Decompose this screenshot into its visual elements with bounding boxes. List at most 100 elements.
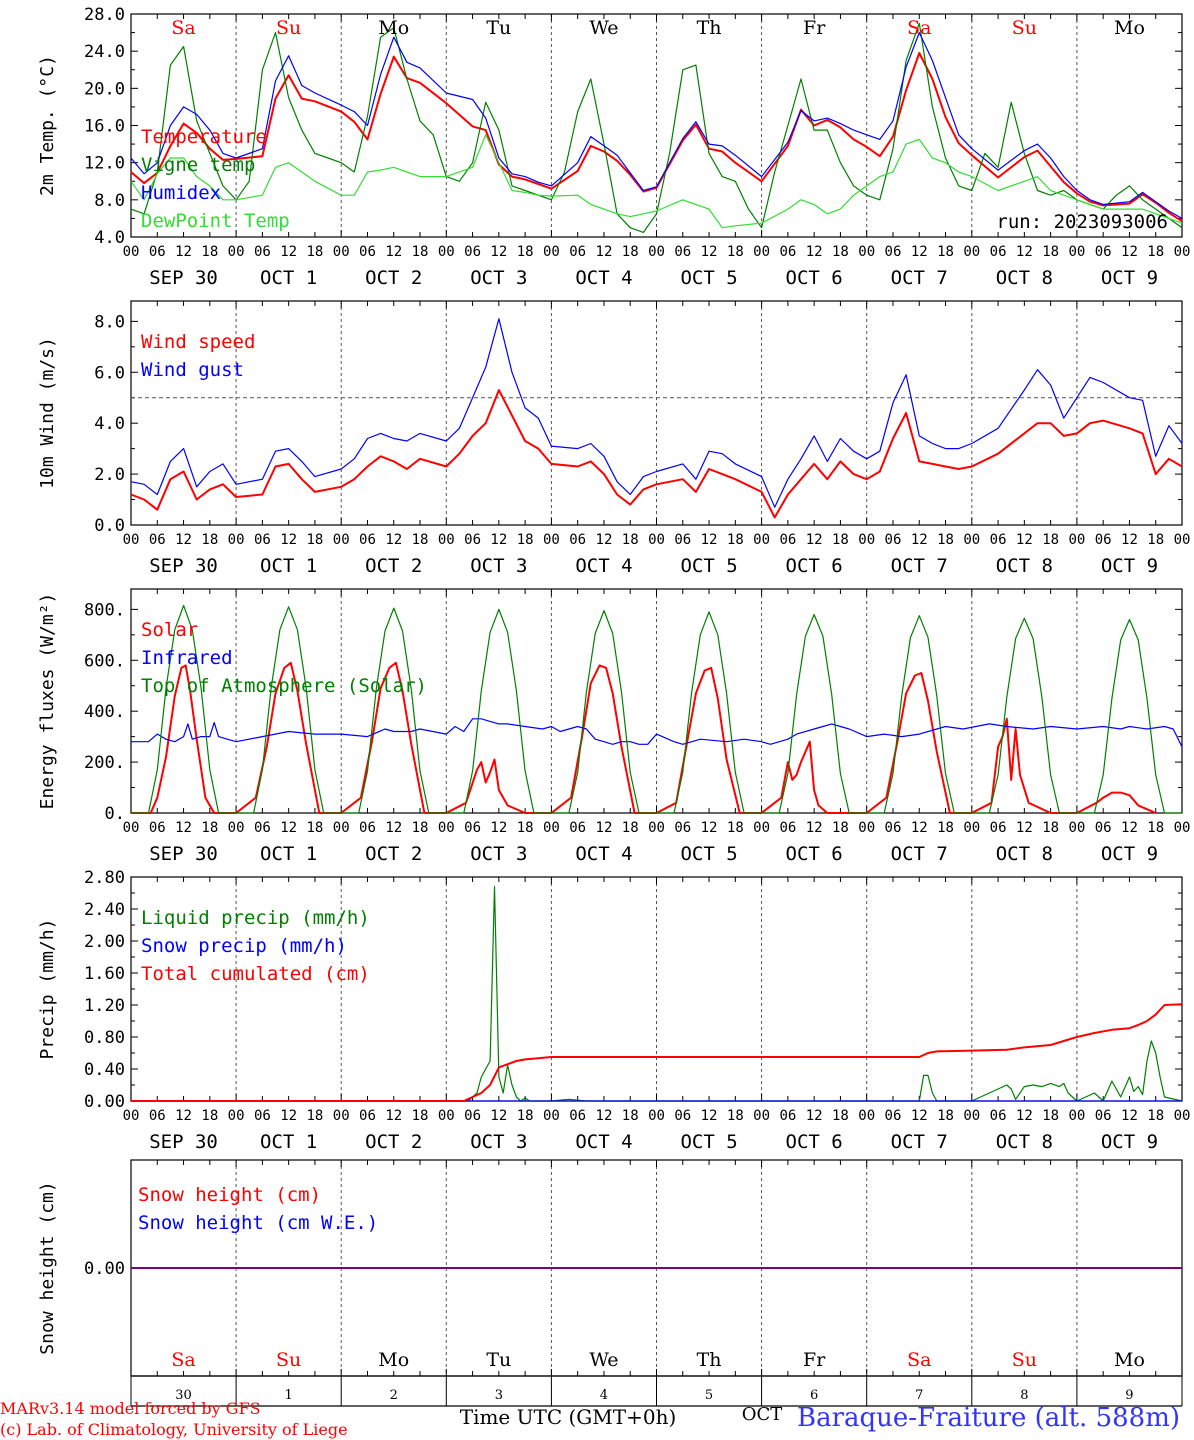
y-tick-label: 1.20 (84, 996, 125, 1016)
hour-label: 18 (306, 1108, 323, 1124)
hour-label: 00 (963, 532, 980, 548)
run-label: run: 2023093006 (996, 211, 1168, 233)
date-label: OCT 4 (575, 555, 632, 577)
hour-label: 00 (543, 532, 560, 548)
hour-label: 06 (569, 820, 586, 836)
date-label: SEP 30 (149, 843, 218, 865)
hour-label: 18 (622, 532, 639, 548)
hour-label: 06 (254, 532, 271, 548)
hour-label: 06 (359, 244, 376, 260)
hour-label: 18 (517, 532, 534, 548)
hour-label: 12 (175, 1108, 192, 1124)
hour-label: 12 (280, 244, 297, 260)
panel-frame-wind (130, 300, 1183, 526)
hour-label: 00 (648, 820, 665, 836)
hour-label: 12 (175, 244, 192, 260)
hour-label: 12 (1121, 532, 1138, 548)
hour-label: 12 (280, 532, 297, 548)
hour-label: 00 (963, 244, 980, 260)
date-label: OCT 3 (470, 843, 527, 865)
hour-label: 00 (858, 244, 875, 260)
hour-label: 12 (701, 244, 718, 260)
hour-label: 06 (359, 820, 376, 836)
weekday-label-bottom: Fr (803, 1349, 826, 1371)
weekday-label: Su (1012, 17, 1037, 39)
hour-label: 06 (1095, 1108, 1112, 1124)
hour-label: 18 (622, 820, 639, 836)
hour-label: 06 (464, 532, 481, 548)
hour-label: 00 (543, 244, 560, 260)
hour-label: 18 (832, 820, 849, 836)
hour-label: 12 (1016, 532, 1033, 548)
hour-label: 00 (228, 820, 245, 836)
hour-label: 12 (385, 244, 402, 260)
hour-label: 06 (990, 820, 1007, 836)
hour-label: 12 (806, 532, 823, 548)
weekday-label-bottom: Su (276, 1349, 301, 1371)
series-line-total-cumulated-cm- (131, 1003, 1183, 1102)
weekday-label-bottom: Sa (171, 1349, 195, 1371)
hour-label: 00 (858, 1108, 875, 1124)
hour-label: 18 (622, 244, 639, 260)
weekday-label: Sa (907, 17, 931, 39)
hour-label: 00 (1174, 244, 1191, 260)
hour-label: 00 (123, 1108, 140, 1124)
hour-label: 06 (1095, 244, 1112, 260)
hour-label: 18 (727, 1108, 744, 1124)
date-label: OCT 1 (260, 1131, 317, 1153)
hour-label: 06 (885, 820, 902, 836)
hour-label: 18 (727, 244, 744, 260)
hour-label: 18 (937, 820, 954, 836)
hour-label: 18 (201, 244, 218, 260)
date-label: OCT 7 (891, 1131, 948, 1153)
y-tick-label: 600. (84, 651, 125, 671)
hour-label: 12 (175, 532, 192, 548)
date-label: OCT 5 (680, 843, 737, 865)
y-tick-label: 0.00 (84, 1259, 125, 1279)
legend-entry: Top of Atmosphere (Solar) (141, 675, 427, 697)
date-label: OCT 4 (575, 1131, 632, 1153)
y-axis-label-temperature: 2m Temp. (°C) (37, 55, 58, 196)
hour-label: 12 (911, 244, 928, 260)
y-axis-label-energy: Energy fluxes (W/m²) (37, 593, 58, 810)
hour-label: 00 (333, 244, 350, 260)
hour-label: 12 (701, 820, 718, 836)
hour-label: 06 (779, 532, 796, 548)
legend-entry: Liquid precip (mm/h) (141, 907, 370, 929)
y-tick-label: 400. (84, 702, 125, 722)
date-label: OCT 9 (1101, 1131, 1158, 1153)
y-tick-label: 20.0 (84, 79, 125, 99)
legend-entry: Infrared (141, 647, 233, 669)
hour-label: 12 (1016, 244, 1033, 260)
x-axis-label: Time UTC (GMT+0h) (460, 1405, 677, 1429)
series-line-dewpoint-temp (130, 134, 1183, 229)
hour-label: 18 (306, 244, 323, 260)
hour-label: 12 (911, 1108, 928, 1124)
y-tick-label: 2.00 (84, 932, 125, 952)
hour-label: 18 (832, 532, 849, 548)
y-tick-label: 800. (84, 600, 125, 620)
day-number: 4 (600, 1388, 608, 1403)
hour-label: 12 (490, 820, 507, 836)
date-label: OCT 7 (891, 555, 948, 577)
hour-label: 00 (1174, 820, 1191, 836)
date-label: OCT 4 (575, 843, 632, 865)
weekday-label-bottom: Mo (1114, 1349, 1145, 1371)
y-tick-label: 0.80 (84, 1028, 125, 1048)
hour-label: 06 (779, 244, 796, 260)
hour-label: 06 (464, 820, 481, 836)
hour-label: 00 (123, 820, 140, 836)
weekday-label: Tu (486, 17, 511, 39)
hour-label: 18 (1042, 244, 1059, 260)
weekday-label-bottom: Th (697, 1349, 722, 1371)
hour-label: 18 (412, 820, 429, 836)
hour-label: 12 (490, 1108, 507, 1124)
legend-entry: Snow height (cm) (138, 1184, 321, 1206)
hour-label: 06 (885, 1108, 902, 1124)
date-label: OCT 7 (891, 267, 948, 289)
hour-label: 18 (937, 244, 954, 260)
y-tick-label: 0. (105, 804, 125, 824)
hour-label: 00 (963, 1108, 980, 1124)
hour-label: 00 (228, 1108, 245, 1124)
hour-label: 06 (674, 820, 691, 836)
